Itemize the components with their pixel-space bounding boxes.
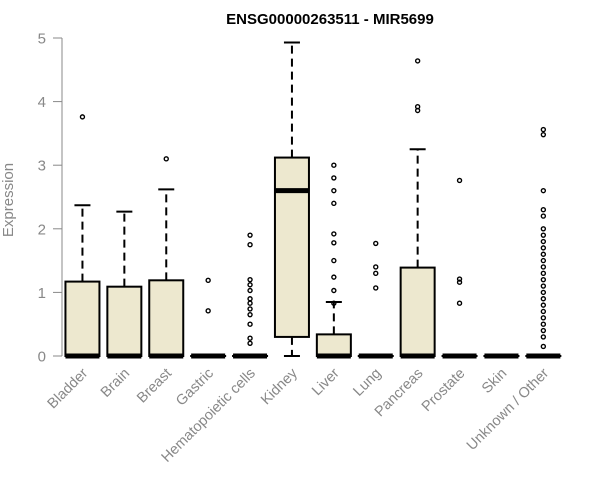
outlier-point [247,340,253,346]
outlier-point [540,257,547,264]
y-tick-label: 3 [38,158,46,175]
outlier-point [540,321,547,327]
outlier-point [331,240,337,246]
box-iqr [273,156,310,338]
outlier-point [540,213,547,219]
x-tick-label: Breast [134,366,175,407]
outlier-point [247,287,253,294]
box-iqr [106,285,143,357]
x-tick-label: Brain [98,366,133,401]
outlier-point [540,327,547,334]
outlier-point [456,276,463,282]
x-tick-label: Liver [309,365,343,399]
box-breast [148,156,185,359]
outlier-point [456,177,463,184]
outlier-point [540,302,547,308]
outlier-point [79,114,86,120]
y-tick-label: 0 [38,349,46,366]
outlier-point [373,240,379,247]
chart-title: ENSG00000263511 - MIR5699 [226,11,434,28]
outlier-point [331,300,337,306]
box-bladder [64,114,101,359]
outlier-point [205,308,211,314]
outlier-point [331,162,337,168]
outlier-point [456,279,463,285]
outlier-point [373,264,379,270]
outlier-point [540,315,547,321]
outlier-point [540,245,547,251]
outlier-point [540,187,547,194]
outlier-point [456,300,463,306]
y-tick-label: 4 [38,94,46,111]
outlier-point [247,296,253,302]
outlier-point [373,270,379,277]
box-kidney [273,41,310,357]
box-pancreas [399,58,436,359]
outlier-point [331,187,337,194]
y-tick-label: 2 [38,221,46,238]
y-tick-label: 5 [38,31,46,48]
outlier-point [540,232,547,238]
x-tick-label: Prostate [419,366,468,415]
boxes-group [64,41,562,359]
outlier-point [331,200,337,207]
outlier-point [540,131,547,138]
outlier-point [373,285,379,291]
outlier-point [247,335,253,341]
outlier-point [540,308,547,315]
y-tick-label: 1 [38,285,46,302]
box-iqr [315,333,352,358]
x-tick-label: Kidney [258,365,301,408]
outlier-point [331,257,337,264]
outlier-point [247,321,253,327]
outlier-point [205,277,211,284]
outlier-point [414,107,421,114]
outlier-point [331,175,337,181]
outlier-point [247,232,253,238]
box-iqr [148,279,185,358]
outlier-point [247,241,253,248]
box-hematopoietic-cells [232,232,269,359]
outlier-point [247,300,253,306]
outlier-point [540,270,547,277]
box-gastric [190,277,227,359]
outlier-point [540,251,547,257]
outlier-point [163,156,169,162]
outlier-point [540,264,547,270]
outlier-point [247,276,253,283]
x-tick-label: Bladder [45,365,92,412]
outlier-point [331,274,337,280]
box-iqr [64,280,101,358]
outlier-point [540,226,547,232]
y-axis-label: Expression [0,163,17,237]
outlier-point [331,287,337,294]
box-prostate [441,177,478,359]
y-axis: 0 1 2 3 4 5 [38,31,63,366]
x-tick-label: Lung [350,366,384,400]
outlier-point [540,289,547,296]
outlier-point [247,311,253,318]
outlier-point [414,58,421,64]
outlier-point [540,207,547,213]
outlier-point [540,276,547,283]
outlier-point [247,282,253,288]
outlier-point [540,283,547,289]
outlier-point [540,334,547,340]
box-brain [106,210,143,359]
outlier-point [540,296,547,302]
x-tick-label: Skin [479,366,510,397]
outlier-point [540,238,547,245]
outlier-point [540,126,547,133]
box-liver [315,162,352,359]
outlier-point [331,231,337,237]
outlier-point [247,306,253,312]
box-lung [357,240,394,359]
box-unknown-other [525,126,562,359]
box-iqr [399,266,436,358]
outlier-point [540,343,547,350]
